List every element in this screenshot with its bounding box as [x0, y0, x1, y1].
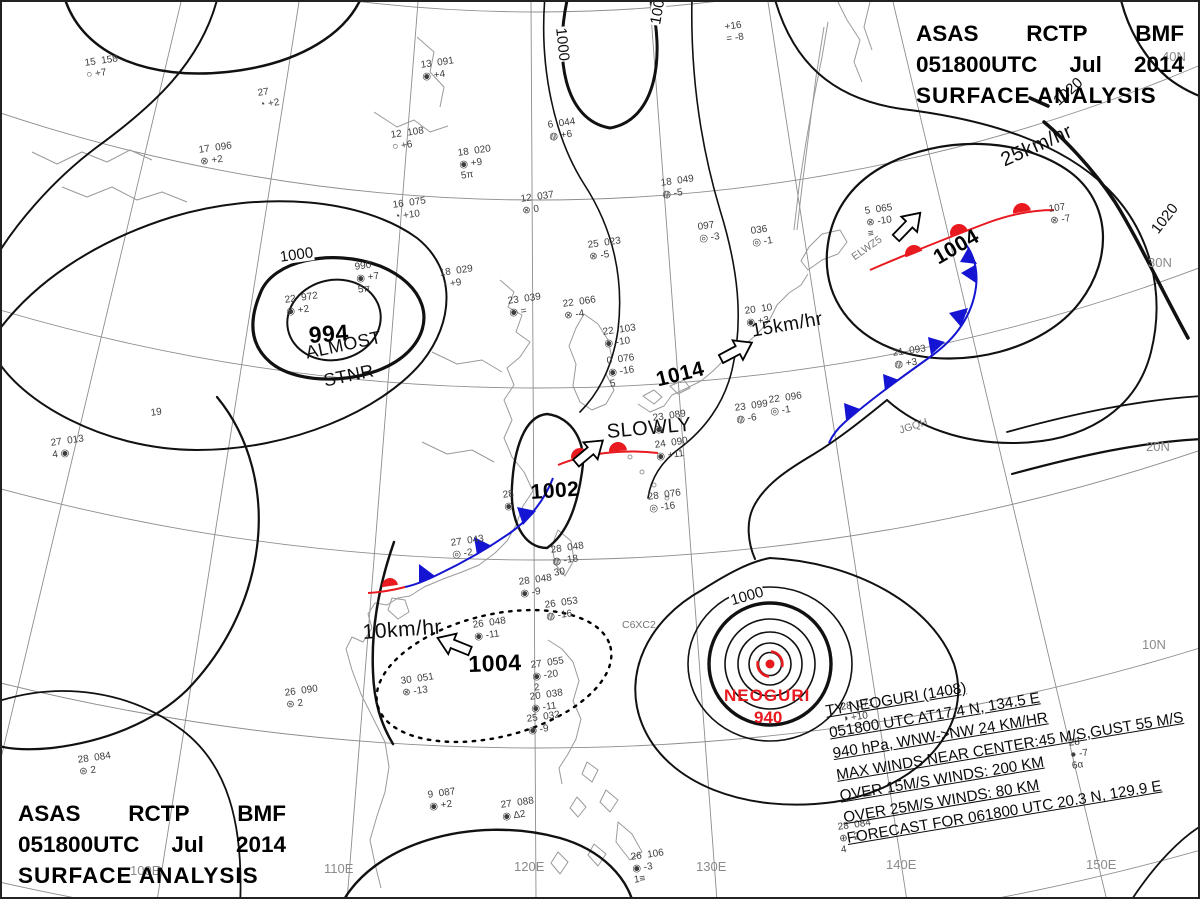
- arrow-low-1004-w: [436, 632, 473, 657]
- station-plot: 17 096 ⊗ +2: [198, 140, 234, 167]
- station-plot: 5 065 ⊗ -10 ≡: [864, 202, 896, 240]
- station-plot: 097 ◎ -3: [697, 219, 720, 245]
- station-plot: 18 020 ◉ +9 5π: [457, 143, 495, 182]
- station-plot: 23 039 ◉ =: [507, 291, 543, 318]
- grid-label-120E: 120E: [514, 859, 545, 874]
- station-plot: 13 091 ◉ +4: [420, 55, 456, 82]
- station-plot: 26 053 ◍ -16: [544, 595, 580, 622]
- station-plot: 22 103 ◉ -10: [602, 322, 638, 349]
- station-plot: 23 099 ◍ -6: [734, 398, 770, 425]
- station-plot: 28 084 ⊜ 2: [77, 750, 113, 777]
- grid-label-130E: 130E: [696, 859, 727, 874]
- station-plot: 12 108 ○ +6: [390, 125, 426, 152]
- title-block-bottom-left: ASAS RCTP BMF 051800UTC Jul 2014 SURFACE…: [18, 798, 286, 891]
- station-plot-line: ◉: [503, 500, 514, 513]
- station-plot: 22 066 ⊗ -4: [562, 294, 598, 321]
- dashed-low-area: [375, 608, 613, 744]
- station-plot: 25 032 ◉ -9: [526, 709, 562, 736]
- station-plot: 28 048 ◍ -18 30: [550, 540, 588, 579]
- station-plot: 27 013 4 ◉: [50, 433, 86, 460]
- arrow-high-1014: [717, 339, 754, 365]
- pressure-value-1002: 1002: [529, 477, 581, 504]
- station-plot: 107 ⊗ -7: [1048, 201, 1071, 227]
- station-plot: 19: [150, 406, 163, 419]
- station-plot: 22 096 ◎ -1: [768, 390, 804, 417]
- title-line-2: 051800UTC Jul 2014: [916, 52, 1184, 78]
- grid-label-10N: 10N: [1142, 637, 1166, 652]
- station-plot-line: 28: [502, 488, 515, 501]
- title-block-top-right: ASAS RCTP BMF 051800UTC Jul 2014 SURFACE…: [916, 18, 1184, 111]
- motion-label: 10km/hr: [361, 615, 443, 644]
- motion-arrows: [436, 211, 922, 657]
- grid-label-110E: 110E: [324, 861, 354, 876]
- station-plot: 23 089 ◉: [652, 408, 688, 435]
- station-plot: 26 106 ◉ -3 1≡: [630, 847, 668, 886]
- station-plot: 15 158 ○ +7: [84, 53, 120, 80]
- station-plot: 30 051 ⊗ -13: [400, 671, 436, 698]
- typhoon-rings: [687, 586, 853, 742]
- station-plot: 28 076 ◎ -16: [647, 487, 683, 514]
- coastlines: [31, 2, 873, 889]
- grid-label-140E: 140E: [886, 857, 917, 872]
- station-plot: 18 049 ◍ -5: [660, 173, 696, 200]
- station-plot: 6 044 ◍ +6: [547, 116, 578, 143]
- ship-callsign: C6XC2: [622, 619, 656, 631]
- typhoon-name: NEOGURI: [724, 686, 811, 705]
- station-plot: +16 = -8: [724, 20, 745, 45]
- station-plot-line: 19: [150, 406, 163, 419]
- station-plot: 0 076 ◉ -16 5: [606, 352, 638, 390]
- station-plot: 27 ◔ +2: [257, 85, 280, 111]
- station-plot: 27 043 ◎ -2: [450, 533, 486, 560]
- station-plot: 9 087 ◉ +2: [427, 786, 458, 813]
- station-plot: 036 ◎ -1: [750, 223, 773, 249]
- isobar-label-1000: 1000: [552, 26, 573, 63]
- grid-label-40N: 40N: [1162, 49, 1186, 64]
- grid-label-150E: 150E: [1086, 857, 1117, 872]
- station-plot: 28 048 ◉ -9: [518, 572, 554, 599]
- title-line-1: ASAS RCTP BMF: [18, 801, 286, 826]
- grid-label-100E: 100E: [130, 863, 161, 878]
- station-plot: 990 ◉ +7 5π: [354, 259, 381, 296]
- grid-label-20N: 20N: [1146, 439, 1170, 454]
- station-plot: 18 029 ◔ +9: [439, 263, 475, 290]
- station-plot-line: = -8: [725, 30, 745, 45]
- pressure-value-1004: 1004: [467, 649, 522, 677]
- typhoon-central-pressure: 940: [754, 708, 783, 727]
- title-line-2: 051800UTC Jul 2014: [18, 832, 286, 858]
- station-plot: 25 023 ⊗ -5: [587, 235, 623, 262]
- fronts: [367, 203, 1055, 594]
- station-plot: 24 090 ◉ +11: [654, 435, 690, 462]
- title-line-3: SURFACE ANALYSIS: [916, 83, 1157, 109]
- grid-label-30N: 30N: [1148, 255, 1172, 270]
- station-plot: 16 075 ◔ +10: [392, 195, 428, 222]
- typhoon-symbol: [756, 650, 784, 678]
- station-plot: 12 037 ⊗ 0: [520, 189, 556, 216]
- title-line-1: ASAS RCTP BMF: [916, 21, 1184, 46]
- station-plot: 20 10 ◉ +3: [744, 302, 775, 329]
- station-plot: 22 972 ◉ +2: [284, 290, 320, 317]
- station-plot: 26 090 ⊜ 2: [284, 683, 320, 710]
- arrow-low-1002: [571, 439, 605, 468]
- station-plot: 26 048 ◉ -11: [472, 615, 508, 642]
- title-line-3: SURFACE ANALYSIS: [18, 863, 259, 889]
- arrow-low-1004-ne: [891, 211, 922, 243]
- station-plot: 21 093 ◍ +3: [892, 343, 928, 370]
- station-plot: 27 088 ◉ ∆2: [500, 795, 536, 822]
